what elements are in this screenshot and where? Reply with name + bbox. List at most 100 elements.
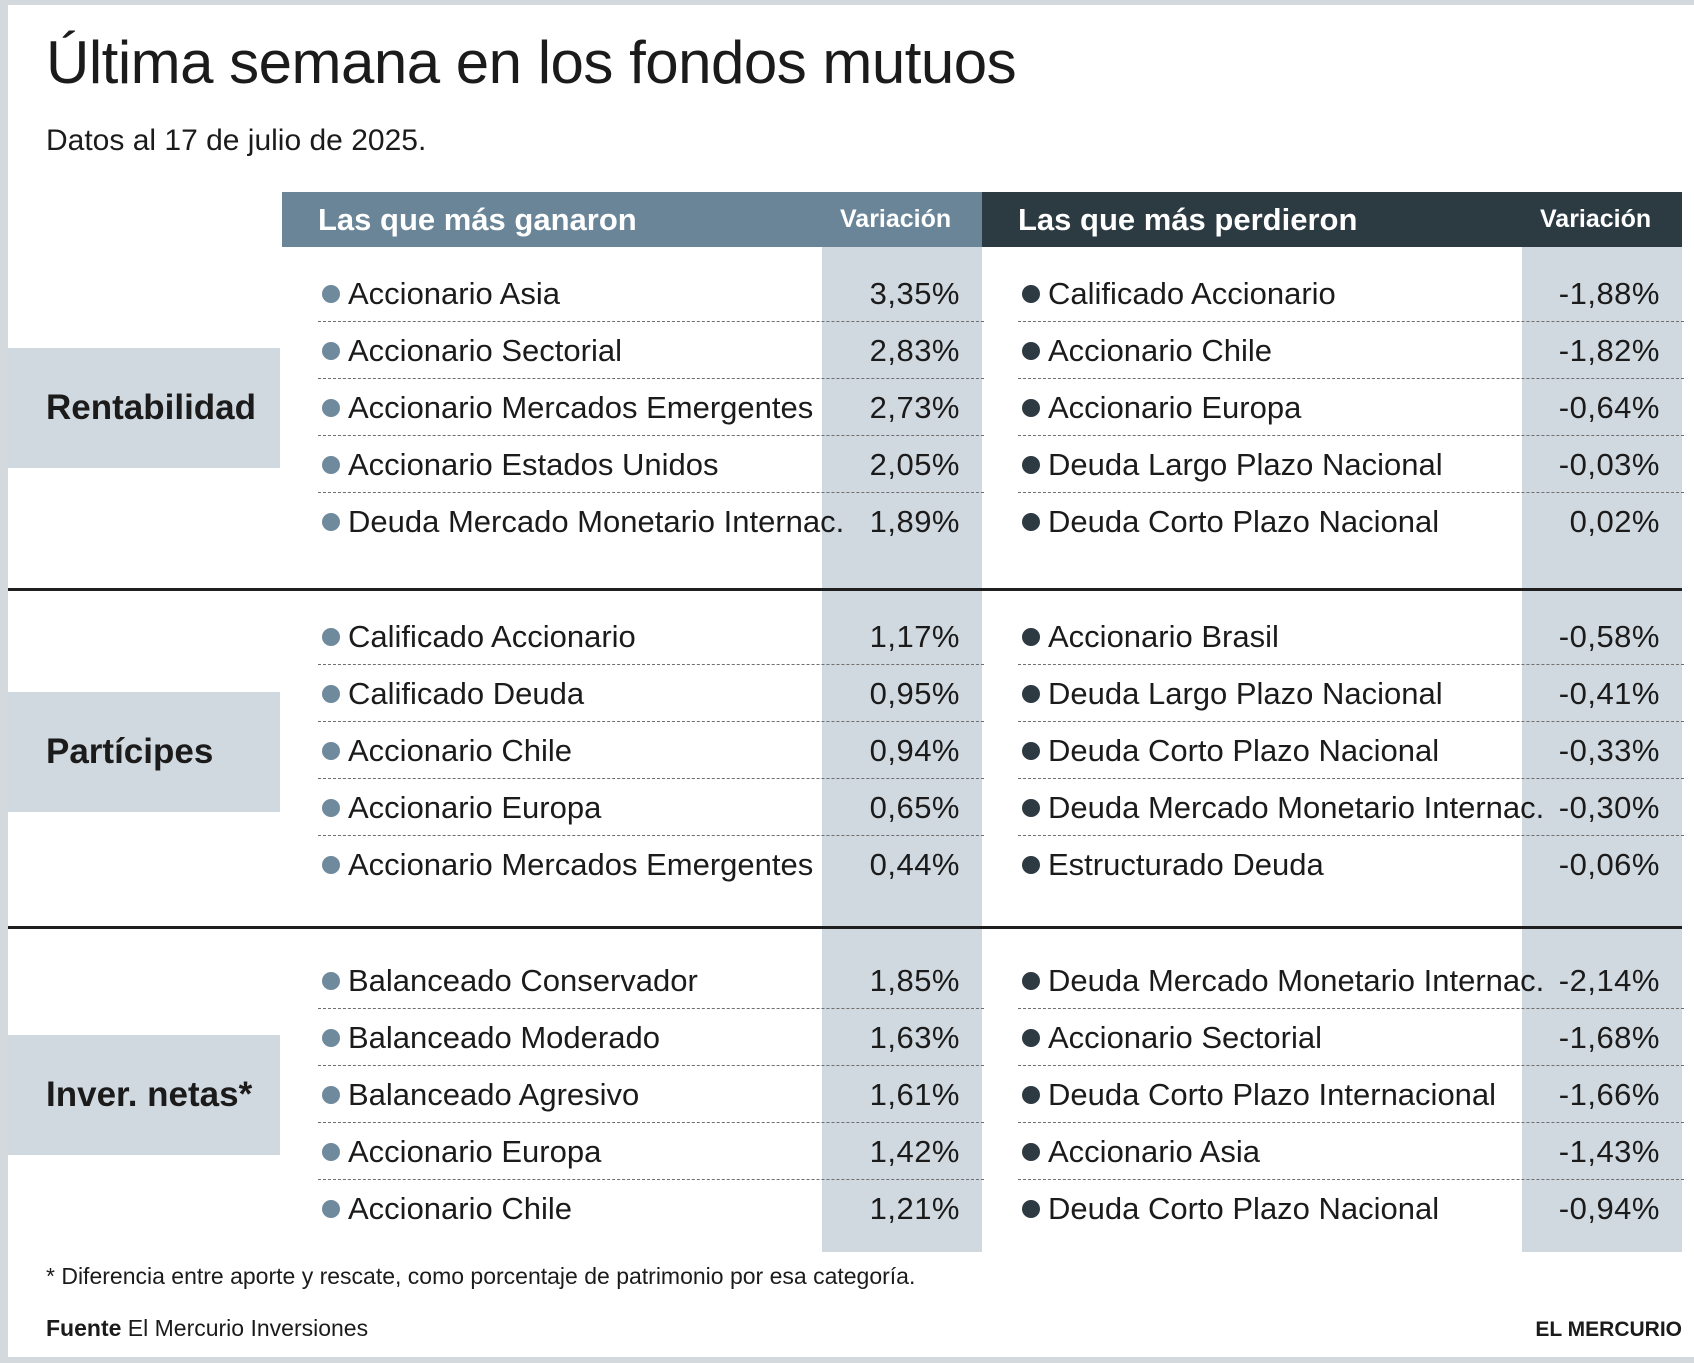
fund-name: Calificado Accionario: [348, 619, 636, 654]
fund-variation: -0,58%: [1558, 619, 1660, 654]
fund-name: Accionario Europa: [348, 790, 602, 825]
fund-variation: 1,17%: [869, 619, 960, 654]
bullet-dot-icon: [322, 628, 340, 646]
source-text: El Mercurio Inversiones: [127, 1315, 369, 1341]
loser-row: Deuda Corto Plazo Nacional -0,33%: [1018, 722, 1684, 779]
fund-variation: 2,83%: [869, 333, 960, 368]
fund-name: Deuda Corto Plazo Nacional: [1048, 504, 1440, 539]
bullet-dot-icon: [322, 799, 340, 817]
loser-row: Deuda Corto Plazo Nacional 0,02%: [1018, 493, 1684, 550]
fund-variation: 1,21%: [869, 1191, 960, 1226]
category-label: Inver. netas*: [46, 1075, 253, 1114]
fund-name: Accionario Sectorial: [348, 333, 622, 368]
gainer-row: Accionario Sectorial 2,83%: [318, 322, 984, 379]
fund-name: Deuda Mercado Monetario Internac.: [1048, 790, 1545, 825]
bullet-dot-icon: [322, 742, 340, 760]
gainer-row: Accionario Chile 1,21%: [318, 1180, 984, 1237]
fund-variation: -0,30%: [1558, 790, 1660, 825]
fund-name: Deuda Corto Plazo Nacional: [1048, 1191, 1440, 1226]
bullet-dot-icon: [322, 513, 340, 531]
loser-row: Deuda Mercado Monetario Internac. -0,30%: [1018, 779, 1684, 836]
gainer-row: Accionario Mercados Emergentes 2,73%: [318, 379, 984, 436]
gainer-row: Balanceado Moderado 1,63%: [318, 1009, 984, 1066]
fund-name: Accionario Asia: [1048, 1134, 1260, 1169]
fund-variation: 1,42%: [869, 1134, 960, 1169]
fund-variation: -0,94%: [1558, 1191, 1660, 1226]
gainer-row: Deuda Mercado Monetario Internac. 1,89%: [318, 493, 984, 550]
gain-variation-band: [822, 247, 982, 1252]
loser-row: Accionario Asia -1,43%: [1018, 1123, 1684, 1180]
loser-row: Deuda Corto Plazo Internacional -1,66%: [1018, 1066, 1684, 1123]
loser-row: Deuda Mercado Monetario Internac. -2,14%: [1018, 952, 1684, 1009]
bullet-dot-icon: [322, 972, 340, 990]
fund-variation: -2,14%: [1558, 963, 1660, 998]
loser-row: Accionario Brasil -0,58%: [1018, 608, 1684, 665]
page-subtitle: Datos al 17 de julio de 2025.: [46, 124, 427, 157]
loser-row: Accionario Europa -0,64%: [1018, 379, 1684, 436]
bullet-dot-icon: [1022, 1029, 1040, 1047]
bullet-dot-icon: [322, 1200, 340, 1218]
loser-row: Accionario Sectorial -1,68%: [1018, 1009, 1684, 1066]
gainers-variation-header: Variación: [840, 205, 952, 233]
losers-header: Las que más perdieron Variación: [982, 192, 1682, 247]
bullet-dot-icon: [322, 1143, 340, 1161]
loser-row: Estructurado Deuda -0,06%: [1018, 836, 1684, 893]
bullet-dot-icon: [1022, 399, 1040, 417]
bullet-dot-icon: [322, 856, 340, 874]
loser-row: Deuda Largo Plazo Nacional -0,03%: [1018, 436, 1684, 493]
bullet-dot-icon: [1022, 1200, 1040, 1218]
gainer-row: Balanceado Conservador 1,85%: [318, 952, 984, 1009]
category-participes: Partícipes: [8, 692, 280, 812]
bullet-dot-icon: [322, 456, 340, 474]
loser-row: Calificado Accionario -1,88%: [1018, 265, 1684, 322]
gainer-row: Accionario Asia 3,35%: [318, 265, 984, 322]
fund-variation: -0,33%: [1558, 733, 1660, 768]
loser-row: Accionario Chile -1,82%: [1018, 322, 1684, 379]
fund-variation: -1,66%: [1558, 1077, 1660, 1112]
fund-variation: 2,05%: [869, 447, 960, 482]
fund-name: Deuda Corto Plazo Internacional: [1048, 1077, 1497, 1112]
gainers-header-title: Las que más ganaron: [318, 202, 637, 237]
lose-variation-band: [1522, 247, 1682, 1252]
source-label: Fuente: [46, 1315, 122, 1341]
bullet-dot-icon: [1022, 685, 1040, 703]
bullet-dot-icon: [322, 342, 340, 360]
fund-name: Deuda Largo Plazo Nacional: [1048, 447, 1443, 482]
fund-name: Accionario Asia: [348, 276, 560, 311]
fund-name: Balanceado Moderado: [348, 1020, 660, 1055]
bullet-dot-icon: [1022, 342, 1040, 360]
fund-variation: -0,03%: [1558, 447, 1660, 482]
fund-name: Accionario Mercados Emergentes: [348, 390, 814, 425]
category-label: Rentabilidad: [46, 388, 257, 427]
bullet-dot-icon: [322, 399, 340, 417]
fund-variation: -0,64%: [1558, 390, 1660, 425]
loser-row: Deuda Corto Plazo Nacional -0,94%: [1018, 1180, 1684, 1237]
section-divider: [8, 926, 1682, 929]
fund-name: Deuda Corto Plazo Nacional: [1048, 733, 1440, 768]
fund-name: Accionario Europa: [348, 1134, 602, 1169]
fund-variation: 1,89%: [869, 504, 960, 539]
category-inversiones-netas: Inver. netas*: [8, 1035, 280, 1155]
fund-variation: 1,63%: [869, 1020, 960, 1055]
fund-variation: 0,94%: [869, 733, 960, 768]
bullet-dot-icon: [1022, 628, 1040, 646]
fund-variation: -1,82%: [1558, 333, 1660, 368]
fund-name: Calificado Deuda: [348, 676, 585, 711]
fund-variation: -1,88%: [1558, 276, 1660, 311]
fund-name: Accionario Chile: [1048, 333, 1272, 368]
bullet-dot-icon: [322, 1086, 340, 1104]
fund-name: Calificado Accionario: [1048, 276, 1336, 311]
gainer-row: Accionario Mercados Emergentes 0,44%: [318, 836, 984, 893]
fund-variation: 0,65%: [869, 790, 960, 825]
fund-name: Deuda Mercado Monetario Internac.: [348, 504, 845, 539]
bullet-dot-icon: [1022, 285, 1040, 303]
fund-name: Accionario Estados Unidos: [348, 447, 719, 482]
gainer-row: Accionario Europa 1,42%: [318, 1123, 984, 1180]
gainer-row: Calificado Deuda 0,95%: [318, 665, 984, 722]
losers-header-title: Las que más perdieron: [1018, 202, 1358, 237]
fund-name: Accionario Chile: [348, 1191, 572, 1226]
fund-variation: 0,02%: [1569, 504, 1660, 539]
fund-name: Estructurado Deuda: [1048, 847, 1324, 882]
page-title: Última semana en los fondos mutuos: [46, 29, 1017, 96]
